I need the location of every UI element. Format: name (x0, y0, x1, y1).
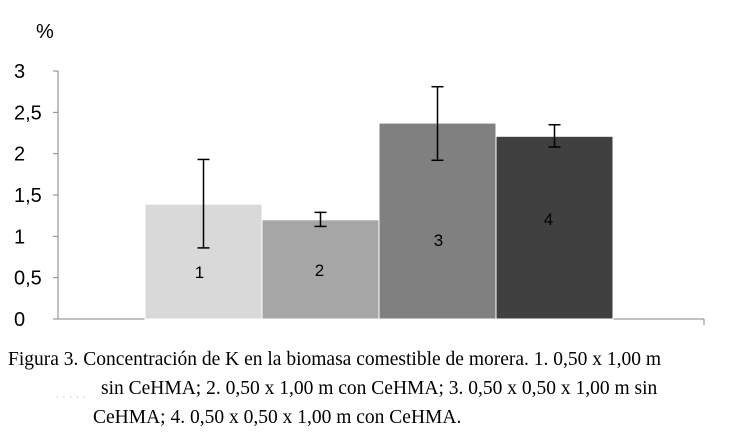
bar-chart: 0 0,5 1 1,5 2 2,5 3% 1 2 3 4 (14, 21, 705, 331)
y-tick-label: 0 (14, 309, 25, 331)
error-bars (197, 85, 561, 249)
caption-line-2: sin CeHMA; 2. 0,50 x 1,00 m con CeHMA; 3… (101, 378, 658, 399)
caption-line-1: Figura 3. Concentración de K en la bioma… (8, 349, 662, 370)
bar (495, 135, 614, 320)
bar-label: 4 (544, 210, 553, 229)
y-tick-label: 2 (14, 144, 25, 166)
y-tick-label: 1 (14, 226, 25, 248)
y-tick-label: 1,5 (14, 185, 42, 207)
caption-scan-mark: · · · · · (56, 393, 87, 402)
bars (144, 122, 614, 320)
bar-label: 1 (195, 263, 204, 282)
y-tick-label: 2,5 (14, 102, 42, 124)
bar-label: 2 (315, 261, 324, 280)
caption-line-3: CeHMA; 4. 0,50 x 0,50 x 1,00 m con CeHMA… (93, 407, 462, 428)
y-tick-label: 3 (14, 61, 25, 83)
bar-labels: 1 2 3 4 (195, 210, 553, 282)
bar-label: 3 (434, 231, 443, 250)
y-axis-label: % (36, 21, 54, 43)
y-tick-label: 0,5 (14, 268, 42, 290)
